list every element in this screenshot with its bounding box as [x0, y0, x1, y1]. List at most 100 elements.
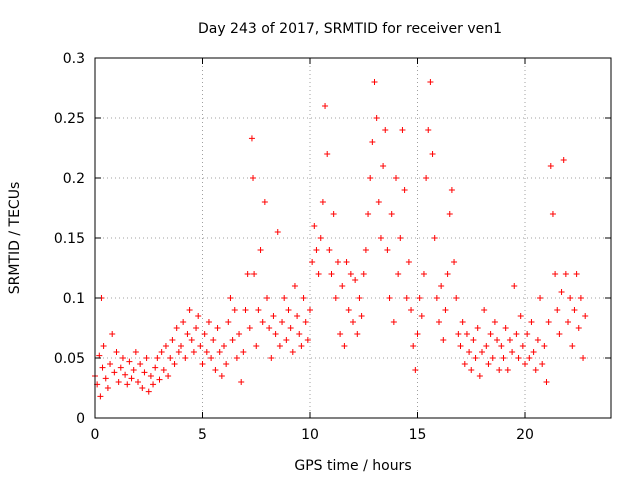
y-tick-label: 0.1 — [63, 291, 85, 307]
data-point — [468, 367, 475, 373]
data-point — [362, 247, 369, 253]
data-point — [474, 325, 481, 331]
data-point — [205, 319, 212, 325]
data-point — [504, 367, 511, 373]
data-point — [319, 199, 326, 205]
data-point — [210, 337, 217, 343]
data-point — [547, 163, 554, 169]
data-point — [565, 319, 571, 325]
data-point — [438, 283, 445, 289]
data-point — [567, 295, 574, 301]
data-point — [190, 349, 197, 355]
data-point — [330, 211, 337, 217]
x-axis: 0 5 10 15 20 — [91, 58, 534, 443]
data-point — [489, 355, 496, 361]
data-point — [257, 247, 264, 253]
data-point — [264, 295, 270, 301]
x-tick-label: 0 — [91, 427, 100, 443]
y-tick-label: 0.15 — [54, 231, 85, 247]
data-point — [150, 381, 157, 388]
data-point — [268, 355, 275, 361]
data-point — [203, 349, 210, 355]
data-point — [195, 313, 202, 319]
data-point — [483, 343, 490, 349]
data-point — [111, 369, 118, 376]
data-point — [180, 319, 187, 325]
y-axis: 0 0.05 0.1 0.15 0.2 0.25 0.3 — [54, 51, 611, 427]
data-point — [506, 337, 513, 343]
data-point — [423, 175, 430, 181]
data-point — [147, 373, 154, 379]
data-point — [104, 385, 111, 391]
data-point — [350, 319, 356, 325]
data-point — [167, 355, 174, 361]
data-point — [448, 187, 455, 193]
data-point — [160, 367, 167, 373]
data-point — [393, 175, 399, 181]
data-point — [156, 376, 163, 383]
data-point — [412, 367, 419, 373]
data-point — [494, 337, 501, 343]
data-point — [296, 331, 303, 337]
data-point — [440, 337, 447, 343]
data-point — [126, 358, 133, 365]
data-point — [347, 271, 354, 277]
data-point — [386, 295, 393, 301]
data-point — [365, 211, 372, 217]
data-point — [472, 355, 479, 361]
data-point — [324, 151, 331, 157]
data-point — [397, 235, 404, 241]
data-point — [214, 325, 221, 331]
data-point — [466, 349, 473, 355]
data-point — [358, 313, 365, 319]
data-point — [236, 331, 243, 337]
data-point — [522, 361, 528, 367]
data-point — [285, 307, 292, 313]
x-tick-label: 15 — [409, 427, 427, 443]
data-point — [304, 337, 311, 343]
data-point — [457, 343, 464, 349]
data-point — [165, 373, 172, 379]
data-point — [279, 319, 286, 325]
data-point — [117, 364, 124, 371]
data-point — [433, 295, 440, 301]
data-point — [384, 247, 391, 253]
data-point — [528, 319, 535, 325]
y-tick-label: 0.2 — [63, 171, 85, 187]
data-point — [491, 319, 498, 325]
data-point — [500, 355, 507, 361]
data-point — [403, 295, 410, 301]
data-point — [317, 235, 324, 241]
data-point — [139, 385, 146, 391]
data-point — [470, 337, 477, 343]
data-point — [461, 361, 468, 367]
data-point — [102, 375, 109, 382]
data-point — [431, 235, 438, 241]
data-point — [300, 295, 307, 301]
data-point — [178, 343, 184, 349]
data-point — [414, 331, 421, 337]
data-point — [498, 343, 505, 349]
data-point — [549, 211, 556, 217]
data-point — [534, 337, 541, 343]
data-point — [332, 295, 339, 301]
data-point — [446, 211, 453, 217]
data-point — [429, 151, 436, 157]
data-point — [537, 295, 544, 301]
data-point — [420, 271, 427, 277]
data-point — [175, 349, 182, 355]
data-point — [530, 349, 537, 355]
data-point — [352, 277, 359, 283]
data-point — [388, 211, 395, 217]
data-point — [122, 371, 129, 378]
data-point — [272, 331, 279, 337]
data-point — [248, 135, 255, 142]
data-point — [519, 343, 526, 349]
data-point — [182, 355, 189, 361]
data-point — [425, 127, 432, 133]
data-point — [221, 343, 227, 349]
data-point — [577, 295, 584, 301]
data-point — [513, 331, 520, 337]
data-point — [395, 271, 402, 277]
data-point — [444, 271, 451, 277]
